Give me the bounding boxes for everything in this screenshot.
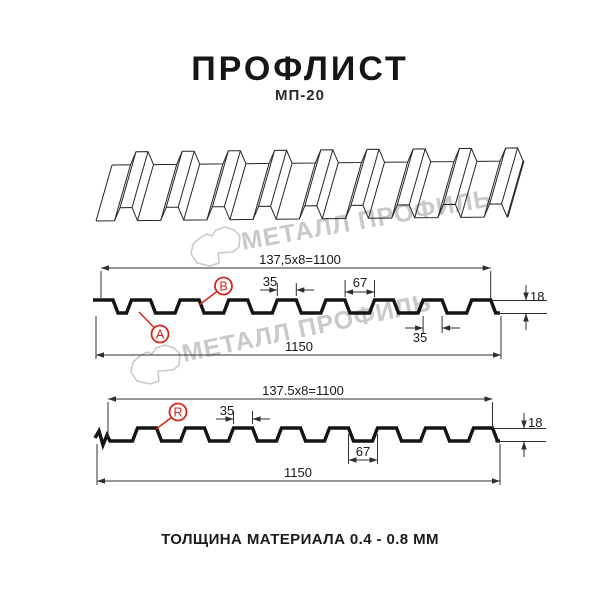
arrowhead <box>415 325 424 331</box>
drawing-line <box>483 160 501 218</box>
arrowhead <box>97 478 105 484</box>
dim-height: 18 <box>530 289 544 304</box>
dim-overall-width: 1150 <box>284 465 312 480</box>
brand-logo-watermark <box>130 344 181 385</box>
side-a-marker <box>150 324 170 344</box>
drawing-line <box>198 290 218 306</box>
drawing-line <box>442 148 460 205</box>
drawing-line <box>408 148 426 206</box>
brand-watermark-text: МЕТАЛЛ ПРОФИЛЬ <box>239 184 494 256</box>
arrowhead <box>492 478 500 484</box>
side-b-label: B <box>219 280 227 294</box>
material-thickness-note: ТОЛЩИНА МАТЕРИАЛА 0.4 - 0.8 ММ <box>161 531 439 548</box>
drawing-line <box>114 164 131 221</box>
arrowhead <box>348 457 357 463</box>
drawing-line <box>350 149 368 206</box>
dim-overall-width: 1150 <box>285 339 313 354</box>
drawing-line <box>131 151 149 208</box>
arrowhead <box>108 396 116 402</box>
side-a-label: A <box>156 328 165 342</box>
drawing-line <box>252 163 270 220</box>
drawing-line <box>391 161 409 219</box>
drawing-line <box>304 149 322 207</box>
dim-height: 18 <box>528 415 542 430</box>
arrowhead <box>523 313 529 322</box>
drawing-line <box>321 162 339 219</box>
arrowhead <box>225 416 234 422</box>
drawing-line <box>362 149 380 206</box>
profile-3d-view <box>95 147 525 222</box>
drawing-line <box>206 163 224 221</box>
page-title: ПРОФЛИСТ <box>191 50 409 88</box>
arrowhead <box>345 289 354 295</box>
side-r-marker <box>168 402 188 422</box>
cross-section-view-r: 137.5x8=1100 1150 35 67 18 R <box>93 383 546 485</box>
arrowhead <box>96 352 104 358</box>
drawing-line <box>316 149 334 206</box>
drawing-line <box>119 151 137 208</box>
drawing-line <box>138 311 155 329</box>
product-model: МП-20 <box>275 87 325 104</box>
drawing-line <box>177 151 195 208</box>
drawing-line <box>211 150 229 207</box>
drawing-line <box>258 150 276 207</box>
dim-valley-width: 67 <box>353 275 367 290</box>
arrowhead <box>252 416 261 422</box>
side-b-marker <box>214 276 233 296</box>
drawing-line <box>298 162 316 220</box>
cross-section-view-ab: 137,5x8=1100 1150 35 67 18 35 B A <box>93 252 547 359</box>
drawing-line <box>229 163 247 220</box>
arrowhead <box>484 396 493 402</box>
arrowhead <box>296 287 305 293</box>
drawing-line <box>414 161 432 218</box>
sheet-front-edge <box>95 203 508 222</box>
arrowhead <box>482 265 491 271</box>
drawing-line <box>454 148 472 205</box>
drawing-line <box>460 161 478 218</box>
drawing-line <box>506 160 524 218</box>
brand-logo-watermark <box>190 226 241 267</box>
drawing-line <box>489 147 507 205</box>
drawing-line <box>396 148 414 206</box>
drawing-line <box>183 163 201 221</box>
dim-crest-width-2: 35 <box>413 330 427 345</box>
arrowhead <box>493 352 501 358</box>
drawing-line <box>507 160 525 218</box>
profile-cross-section-ab <box>93 298 500 315</box>
brand-watermark-text: МЕТАЛЛ ПРОФИЛЬ <box>180 288 435 367</box>
drawing-line <box>95 164 113 222</box>
drawing-line <box>270 150 288 207</box>
drawing-line <box>165 151 183 208</box>
sheet-back-edge <box>111 147 524 166</box>
drawing-line <box>155 416 172 430</box>
arrowhead <box>521 420 527 429</box>
drawing-line <box>223 150 241 207</box>
arrowhead <box>366 289 375 295</box>
arrowhead <box>521 441 527 450</box>
dim-crest-width: 35 <box>220 403 234 418</box>
dim-pitch: 137,5x8=1100 <box>259 252 341 267</box>
dim-valley-width: 67 <box>356 444 370 459</box>
drawing-line <box>501 147 519 205</box>
arrowhead <box>523 292 529 301</box>
arrowhead <box>269 287 278 293</box>
drawing-line <box>368 162 385 219</box>
dim-crest-width: 35 <box>263 274 277 289</box>
profile-cross-section-r <box>93 426 500 451</box>
drawing-line <box>275 163 293 220</box>
drawing-line <box>345 162 362 219</box>
side-r-label: R <box>173 406 182 420</box>
arrowhead <box>442 325 451 331</box>
arrowhead <box>101 265 109 271</box>
dim-pitch: 137.5x8=1100 <box>262 383 344 398</box>
drawing-line <box>437 161 455 218</box>
drawing-line <box>160 164 178 221</box>
arrowhead <box>369 457 378 463</box>
drawing-line <box>137 164 154 221</box>
